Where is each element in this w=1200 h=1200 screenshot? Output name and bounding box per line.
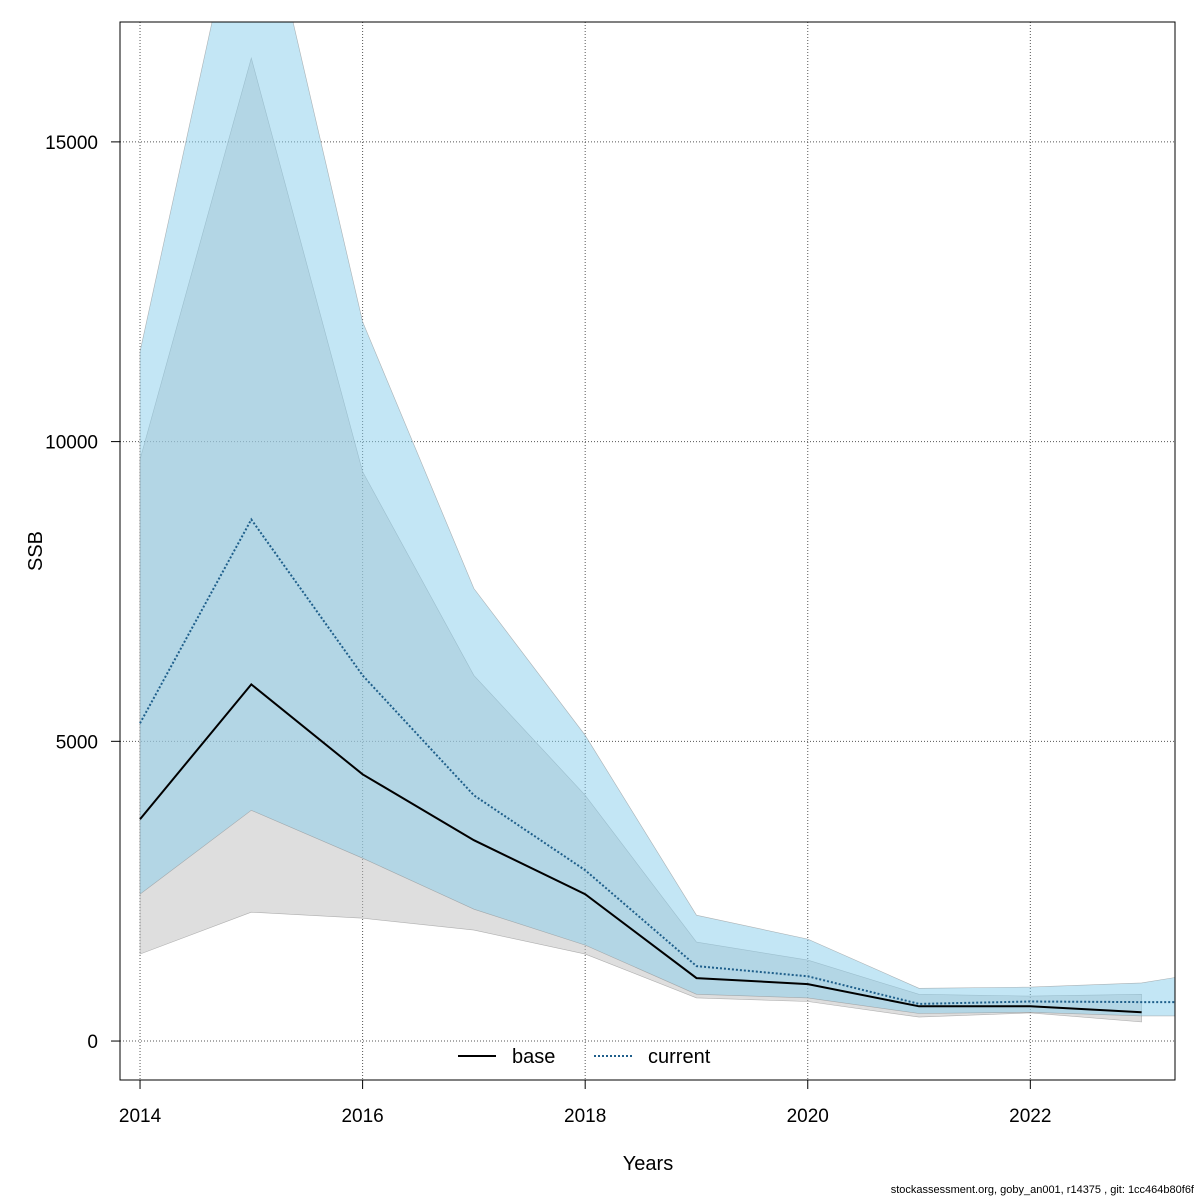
y-tick-label: 5000 [56, 732, 98, 753]
confidence-band-current [139, 22, 1175, 1017]
x-tick-label: 2020 [787, 1106, 829, 1127]
x-tick-label: 2022 [1009, 1106, 1051, 1127]
legend: base current [458, 1046, 711, 1068]
y-axis: 0 5000 10000 15000 [45, 133, 120, 1053]
x-tick-label: 2016 [341, 1106, 383, 1127]
y-tick-label: 15000 [45, 133, 98, 154]
legend-label-base: base [512, 1046, 555, 1068]
x-tick-label: 2014 [119, 1106, 162, 1127]
x-axis-title: Years [623, 1153, 673, 1175]
series-line-current [139, 517, 1175, 1005]
x-axis: 2014 2016 2018 2020 2022 [119, 1080, 1051, 1127]
footer-credit: stockassessment.org, goby_an001, r14375 … [890, 1184, 1194, 1196]
confidence-bands [139, 22, 1175, 1023]
y-tick-label: 10000 [45, 433, 98, 454]
plot-frame [119, 21, 1176, 1081]
series-lines [139, 517, 1175, 1014]
series-line-base [139, 683, 1142, 1014]
y-axis-title: SSB [25, 531, 47, 571]
y-tick-label: 0 [87, 1032, 98, 1053]
x-tick-label: 2018 [564, 1106, 606, 1127]
legend-label-current: current [648, 1046, 711, 1068]
